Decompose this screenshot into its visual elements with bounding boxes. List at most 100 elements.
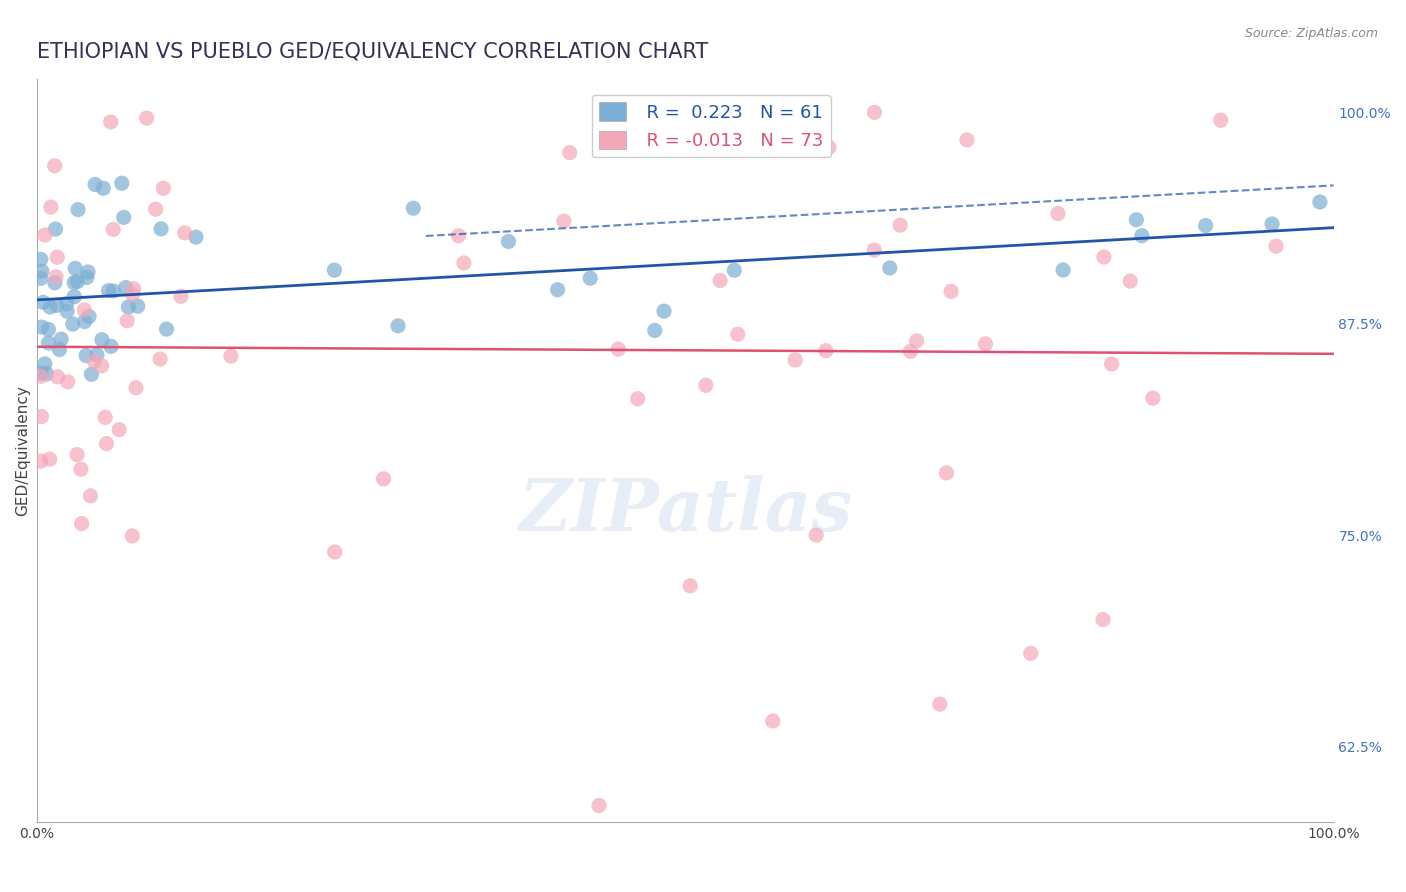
- Pueblo: [70, 516, 93, 531]
- Ethiopians: [155, 322, 177, 336]
- Pueblo: [447, 228, 470, 243]
- Pueblo: [1119, 274, 1142, 288]
- Ethiopians: [498, 235, 520, 249]
- Text: ZIPatlas: ZIPatlas: [519, 475, 852, 546]
- Pueblo: [125, 381, 148, 395]
- Ethiopians: [67, 202, 90, 217]
- Ethiopians: [80, 368, 103, 382]
- Pueblo: [863, 243, 886, 257]
- Pueblo: [121, 287, 143, 301]
- Ethiopians: [579, 271, 602, 285]
- Ethiopians: [31, 320, 53, 334]
- Ethiopians: [184, 230, 207, 244]
- Pueblo: [79, 489, 101, 503]
- Pueblo: [66, 448, 89, 462]
- Text: ETHIOPIAN VS PUEBLO GED/EQUIVALENCY CORRELATION CHART: ETHIOPIAN VS PUEBLO GED/EQUIVALENCY CORR…: [37, 42, 709, 62]
- Ethiopians: [1125, 212, 1147, 227]
- Pueblo: [100, 115, 122, 129]
- Ethiopians: [547, 283, 569, 297]
- Pueblo: [173, 226, 195, 240]
- Pueblo: [974, 337, 997, 351]
- Ethiopians: [39, 300, 62, 314]
- Pueblo: [558, 145, 581, 160]
- Pueblo: [785, 353, 807, 368]
- Ethiopians: [51, 332, 73, 346]
- Ethiopians: [879, 260, 901, 275]
- Ethiopians: [402, 201, 425, 215]
- Pueblo: [679, 579, 702, 593]
- Pueblo: [627, 392, 650, 406]
- Pueblo: [863, 105, 886, 120]
- Ethiopians: [1130, 228, 1153, 243]
- Ethiopians: [387, 318, 409, 333]
- Pueblo: [939, 285, 962, 299]
- Pueblo: [45, 269, 67, 284]
- Pueblo: [39, 200, 62, 214]
- Ethiopians: [100, 339, 122, 353]
- Ethiopians: [32, 295, 55, 310]
- Pueblo: [616, 118, 638, 132]
- Ethiopians: [37, 335, 59, 350]
- Ethiopians: [48, 343, 70, 357]
- Ethiopians: [30, 366, 52, 380]
- Pueblo: [46, 250, 69, 264]
- Pueblo: [34, 227, 56, 242]
- Pueblo: [1101, 357, 1123, 371]
- Pueblo: [889, 218, 911, 232]
- Text: Source: ZipAtlas.com: Source: ZipAtlas.com: [1244, 27, 1378, 40]
- Ethiopians: [1309, 194, 1331, 209]
- Pueblo: [44, 159, 66, 173]
- Pueblo: [121, 529, 143, 543]
- Ethiopians: [652, 304, 675, 318]
- Ethiopians: [723, 263, 745, 277]
- Legend:   R =  0.223   N = 61,   R = -0.013   N = 73: R = 0.223 N = 61, R = -0.013 N = 73: [592, 95, 831, 157]
- Pueblo: [108, 423, 131, 437]
- Pueblo: [709, 273, 731, 287]
- Ethiopians: [37, 322, 59, 336]
- Ethiopians: [62, 317, 84, 331]
- Ethiopians: [1052, 263, 1074, 277]
- Pueblo: [152, 181, 174, 195]
- Ethiopians: [35, 367, 58, 381]
- Ethiopians: [77, 265, 100, 279]
- Ethiopians: [30, 252, 52, 267]
- Ethiopians: [91, 181, 114, 195]
- Pueblo: [30, 454, 52, 468]
- Pueblo: [145, 202, 167, 216]
- Pueblo: [1092, 250, 1115, 264]
- Ethiopians: [76, 270, 98, 285]
- Pueblo: [727, 327, 749, 342]
- Pueblo: [90, 359, 112, 373]
- Pueblo: [38, 452, 60, 467]
- Ethiopians: [75, 349, 97, 363]
- Pueblo: [553, 214, 575, 228]
- Pueblo: [96, 436, 118, 450]
- Ethiopians: [103, 284, 125, 298]
- Pueblo: [170, 289, 193, 303]
- Pueblo: [818, 140, 841, 154]
- Ethiopians: [44, 222, 66, 236]
- Pueblo: [46, 369, 69, 384]
- Pueblo: [219, 349, 242, 363]
- Y-axis label: GED/Equivalency: GED/Equivalency: [15, 385, 30, 516]
- Pueblo: [323, 545, 346, 559]
- Pueblo: [1209, 113, 1232, 128]
- Pueblo: [1046, 206, 1069, 220]
- Pueblo: [122, 282, 145, 296]
- Pueblo: [806, 528, 828, 542]
- Pueblo: [814, 343, 837, 358]
- Ethiopians: [323, 263, 346, 277]
- Pueblo: [73, 302, 96, 317]
- Ethiopians: [114, 280, 136, 294]
- Pueblo: [373, 472, 395, 486]
- Pueblo: [695, 378, 717, 392]
- Pueblo: [762, 714, 785, 728]
- Ethiopians: [77, 310, 100, 324]
- Ethiopians: [31, 264, 53, 278]
- Pueblo: [30, 369, 52, 384]
- Ethiopians: [150, 222, 173, 236]
- Pueblo: [900, 344, 922, 359]
- Ethiopians: [56, 304, 79, 318]
- Ethiopians: [86, 348, 108, 362]
- Pueblo: [30, 409, 52, 424]
